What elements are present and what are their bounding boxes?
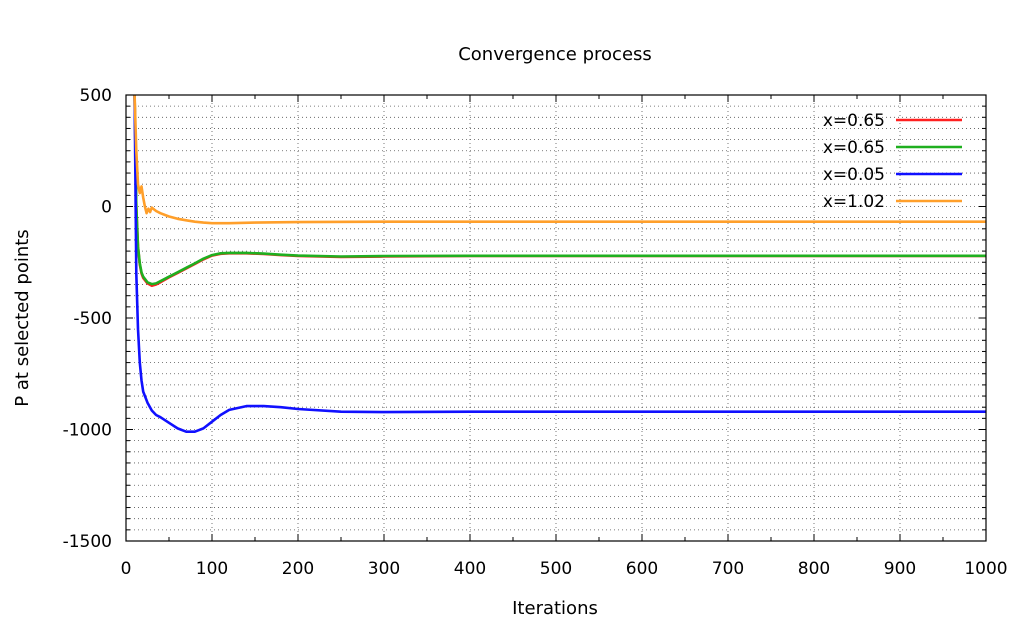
x-tick-label: 600 — [626, 559, 658, 579]
legend-label-1: x=0.65 — [823, 138, 885, 158]
legend: x=0.65 x=0.65 x=0.05 x=1.02 — [823, 111, 962, 212]
legend-label-2: x=0.05 — [823, 165, 885, 185]
x-tick-label: 400 — [454, 559, 486, 579]
y-tick-label: -500 — [73, 309, 112, 329]
y-tick-label: 500 — [80, 86, 112, 106]
x-tick-label: 100 — [196, 559, 228, 579]
x-tick-label: 200 — [282, 559, 314, 579]
x-tick-label: 800 — [798, 559, 830, 579]
y-tick-label: -1000 — [63, 421, 112, 441]
chart-title: Convergence process — [458, 44, 652, 65]
legend-label-0: x=0.65 — [823, 111, 885, 131]
series-line-2 — [133, 95, 986, 434]
x-tick-label: 300 — [368, 559, 400, 579]
legend-label-3: x=1.02 — [823, 192, 885, 212]
x-tick-label: 900 — [884, 559, 916, 579]
series-layer — [133, 95, 986, 434]
series-line-1 — [133, 95, 986, 286]
x-tick-label: 700 — [712, 559, 744, 579]
y-tick-label: -1500 — [63, 532, 112, 552]
series-line-3 — [133, 95, 986, 225]
x-tick-label: 1000 — [964, 559, 1007, 579]
axis-ticks: 0 100 200 300 400 500 600 700 800 900 1000 500 0 -500… — [63, 86, 1008, 579]
x-tick-label: 0 — [121, 559, 132, 579]
y-axis-label: P at selected points — [12, 229, 33, 406]
gridlines — [126, 95, 986, 541]
y-tick-label: 0 — [101, 198, 112, 218]
x-tick-label: 500 — [540, 559, 572, 579]
x-axis-label: Iterations — [512, 598, 598, 619]
